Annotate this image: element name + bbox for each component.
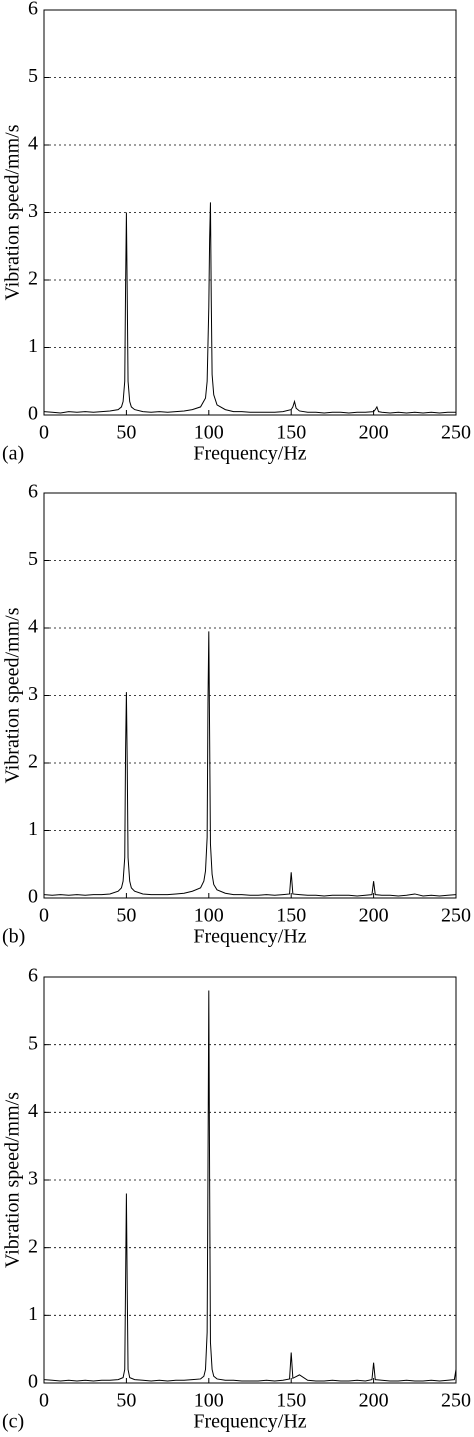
y-tick-label: 6 [28,0,38,20]
x-tick-label: 200 [359,422,389,444]
spectrum-line [43,990,457,1382]
y-tick-label: 6 [28,481,38,503]
panel-label: (b) [2,926,25,948]
x-tick-label: 0 [39,422,49,444]
x-tick-label: 150 [276,1390,306,1412]
y-tick-label: 4 [28,133,38,155]
y-tick-label: 6 [28,965,38,987]
x-tick-label: 250 [441,422,471,444]
y-tick-label: 1 [28,818,38,840]
x-axis-label: Frequency/Hz [193,443,306,465]
plot-frame [43,492,457,899]
x-tick-label: 200 [359,905,389,927]
x-tick-label: 100 [194,1390,224,1412]
x-tick-label: 250 [441,1390,471,1412]
x-tick-label: 100 [194,422,224,444]
x-tick-label: 150 [276,422,306,444]
x-tick-label: 250 [441,905,471,927]
panel-label: (c) [2,1411,24,1433]
y-tick-label: 3 [28,683,38,705]
x-axis-label: Frequency/Hz [193,1411,306,1433]
y-tick-label: 0 [28,403,38,425]
x-tick-label: 200 [359,1390,389,1412]
y-axis-label: Vibration speed/mm/s [2,1092,24,1268]
y-tick-label: 1 [28,1303,38,1325]
y-tick-label: 5 [28,1032,38,1054]
x-tick-label: 0 [39,905,49,927]
y-tick-label: 3 [28,200,38,222]
y-tick-label: 3 [28,1168,38,1190]
plot-frame [43,976,457,1384]
x-tick-label: 50 [116,905,136,927]
y-axis-label: Vibration speed/mm/s [2,124,24,300]
spectrum-line [43,202,456,414]
panel-label: (a) [2,443,24,465]
x-axis-label: Frequency/Hz [193,926,306,948]
y-tick-label: 5 [28,65,38,87]
x-tick-label: 50 [116,422,136,444]
x-tick-label: 0 [39,1390,49,1412]
y-tick-label: 4 [28,1100,38,1122]
x-tick-label: 100 [194,905,224,927]
y-tick-label: 2 [28,1235,38,1257]
y-tick-label: 1 [28,335,38,357]
y-tick-label: 5 [28,548,38,570]
y-axis-label: Vibration speed/mm/s [2,607,24,783]
plot-frame [43,9,457,416]
x-tick-label: 50 [116,1390,136,1412]
x-tick-label: 150 [276,905,306,927]
spectrum-line [43,631,457,897]
y-tick-label: 2 [28,751,38,773]
y-tick-label: 0 [28,886,38,908]
y-tick-label: 2 [28,268,38,290]
y-tick-label: 4 [28,616,38,638]
y-tick-label: 0 [28,1371,38,1393]
